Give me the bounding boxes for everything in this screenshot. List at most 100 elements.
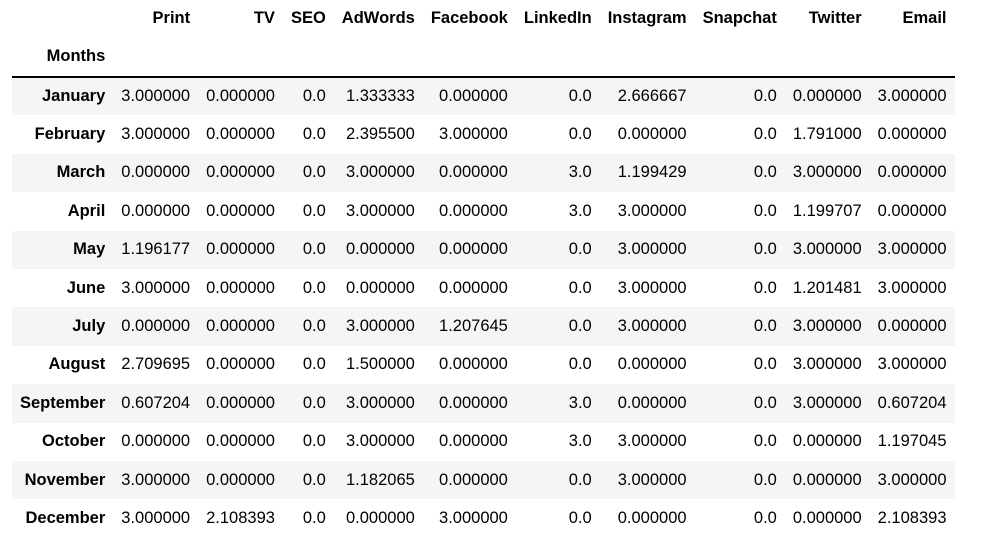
table-cell: 3.000000	[346, 317, 415, 336]
empty-header-cell	[516, 37, 600, 77]
table-cell: 0.000000	[121, 163, 191, 182]
column-header-instagram: Instagram	[607, 9, 687, 27]
table-cell: 3.0	[568, 393, 592, 412]
table-cell: 3.000000	[877, 87, 947, 106]
table-cell: 0.0	[302, 508, 326, 527]
table-cell: 0.000000	[206, 470, 275, 489]
table-cell: 2.108393	[877, 508, 947, 527]
table-cell: 0.0	[753, 87, 777, 106]
table-cell: 3.000000	[877, 240, 947, 259]
table-cell: 3.000000	[121, 278, 191, 297]
table-cell: 0.0	[302, 470, 326, 489]
table-cell: 1.197045	[877, 432, 947, 451]
table-cell: 0.0	[568, 278, 592, 297]
table-cell: 0.000000	[346, 278, 415, 297]
row-index-label: February	[34, 125, 106, 144]
index-name-label: Months	[46, 47, 106, 65]
table-cell: 0.000000	[206, 201, 275, 220]
table-cell: 0.0	[753, 163, 777, 182]
table-row: January 3.000000 0.000000 0.0 1.333333 0.0000…	[12, 77, 955, 116]
table-cell: 0.000000	[121, 317, 191, 336]
table-cell: 0.000000	[206, 125, 275, 144]
table-cell: 0.000000	[121, 201, 191, 220]
table-cell: 3.000000	[121, 470, 191, 489]
table-cell: 0.000000	[439, 393, 508, 412]
table-cell: 0.000000	[617, 393, 687, 412]
table-cell: 0.000000	[121, 432, 191, 451]
table-row: December 3.000000 2.108393 0.0 0.000000 3.000…	[12, 499, 955, 537]
table-cell: 3.000000	[617, 470, 687, 489]
row-index-label: August	[48, 355, 106, 374]
dataframe-table: Print TV SEO AdWords Facebook LinkedIn I…	[12, 0, 955, 538]
table-cell: 0.000000	[346, 240, 415, 259]
table-cell: 2.666667	[617, 87, 687, 106]
empty-header-cell	[113, 37, 198, 77]
table-cell: 0.0	[302, 87, 326, 106]
table-cell: 3.000000	[439, 508, 508, 527]
table-cell: 0.0	[568, 355, 592, 374]
table-cell: 0.000000	[617, 355, 687, 374]
table-cell: 0.000000	[877, 201, 947, 220]
table-cell: 1.500000	[346, 355, 415, 374]
table-cell: 0.607204	[121, 393, 191, 412]
table-cell: 2.395500	[346, 125, 415, 144]
table-cell: 0.0	[753, 125, 777, 144]
table-cell: 0.0	[753, 201, 777, 220]
empty-header-cell	[198, 37, 283, 77]
table-body: January 3.000000 0.000000 0.0 1.333333 0.0000…	[12, 77, 955, 538]
table-cell: 0.000000	[792, 508, 862, 527]
table-cell: 0.0	[302, 278, 326, 297]
row-index-label: January	[41, 87, 106, 106]
table-row: August 2.709695 0.000000 0.0 1.500000 0.00000…	[12, 346, 955, 384]
table-cell: 3.000000	[877, 278, 947, 297]
table-cell: 0.000000	[206, 317, 275, 336]
table-cell: 0.0	[568, 317, 592, 336]
table-cell: 2.709695	[121, 355, 191, 374]
table-cell: 3.000000	[617, 201, 687, 220]
table-cell: 0.0	[568, 508, 592, 527]
empty-header-cell	[695, 37, 785, 77]
row-index-label: July	[72, 317, 106, 336]
table-cell: 3.000000	[439, 125, 508, 144]
table-cell: 3.000000	[792, 393, 862, 412]
table-cell: 0.0	[302, 355, 326, 374]
column-header-facebook: Facebook	[430, 9, 508, 27]
table-row: March 0.000000 0.000000 0.0 3.000000 0.000000…	[12, 153, 955, 193]
table-cell: 0.0	[302, 201, 326, 220]
table-cell: 1.333333	[346, 87, 415, 106]
table-cell: 0.0	[568, 125, 592, 144]
table-cell: 0.000000	[439, 87, 508, 106]
table-cell: 0.000000	[206, 393, 275, 412]
table-cell: 0.0	[753, 278, 777, 297]
table-cell: 0.0	[302, 317, 326, 336]
table-cell: 2.108393	[206, 508, 275, 527]
row-index-label: March	[56, 163, 106, 182]
table-cell: 0.000000	[439, 432, 508, 451]
table-cell: 0.000000	[206, 432, 275, 451]
column-header-twitter: Twitter	[808, 9, 862, 27]
table-cell: 3.000000	[346, 163, 415, 182]
table-cell: 0.000000	[346, 508, 415, 527]
index-name-row: Months	[12, 37, 955, 77]
table-cell: 0.0	[753, 355, 777, 374]
table-cell: 3.000000	[121, 508, 191, 527]
table-cell: 3.000000	[121, 125, 191, 144]
table-cell: 3.000000	[877, 355, 947, 374]
table-cell: 3.000000	[346, 201, 415, 220]
table-row: October 0.000000 0.000000 0.0 3.000000 0.0000…	[12, 423, 955, 461]
table-row: April 0.000000 0.000000 0.0 3.000000 0.000000…	[12, 192, 955, 230]
table-cell: 3.000000	[792, 240, 862, 259]
table-cell: 0.0	[302, 432, 326, 451]
table-cell: 0.000000	[792, 470, 862, 489]
table-cell: 0.0	[302, 163, 326, 182]
table-cell: 0.000000	[792, 432, 862, 451]
table-cell: 0.0	[568, 240, 592, 259]
row-index-label: May	[73, 240, 106, 259]
table-cell: 3.0	[568, 432, 592, 451]
empty-header-cell	[785, 37, 870, 77]
table-cell: 0.000000	[877, 163, 947, 182]
table-cell: 0.000000	[206, 240, 275, 259]
table-cell: 0.0	[753, 508, 777, 527]
column-header-print: Print	[152, 9, 191, 27]
corner-cell	[12, 0, 113, 37]
